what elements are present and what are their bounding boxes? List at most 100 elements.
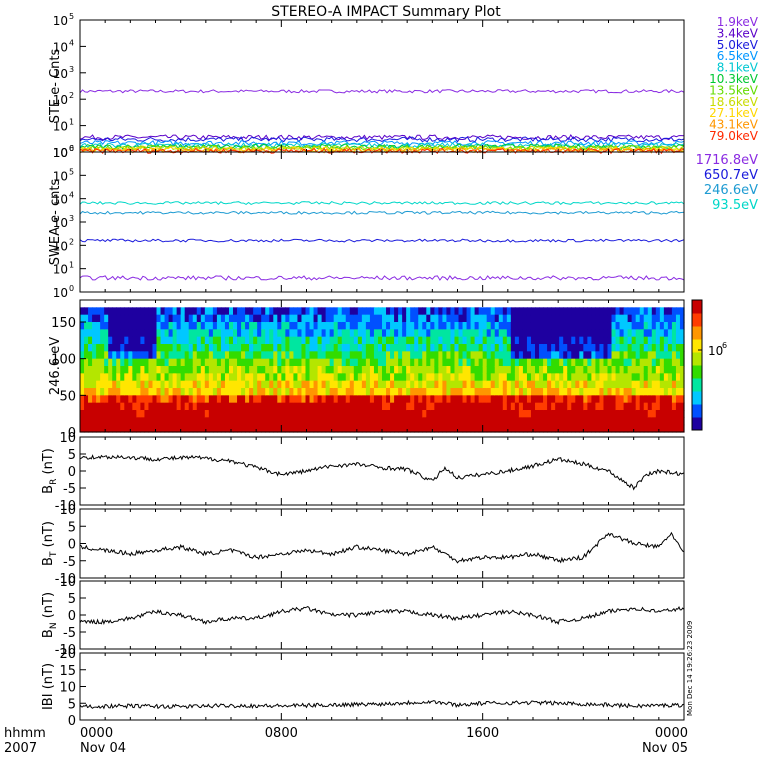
- heatmap-cell: [651, 395, 657, 404]
- heatmap-cell: [635, 344, 641, 352]
- heatmap-cell: [398, 322, 403, 330]
- heatmap-cell: [345, 358, 351, 367]
- heatmap-cell: [547, 314, 552, 323]
- heatmap-cell: [583, 395, 588, 404]
- y-axis-label: BT (nT): [41, 521, 59, 566]
- heatmap-cell: [559, 417, 564, 426]
- heatmap-cell: [651, 336, 657, 345]
- heatmap-cell: [192, 410, 198, 418]
- heatmap-cell: [422, 417, 427, 426]
- heatmap-cell: [635, 322, 641, 330]
- heatmap-cell: [321, 329, 327, 338]
- heatmap-cell: [216, 410, 222, 418]
- heatmap-cell: [317, 424, 323, 433]
- heatmap-cell: [498, 395, 504, 404]
- y-tick-label-base: 10: [53, 263, 68, 277]
- heatmap-cell: [587, 402, 592, 411]
- heatmap-cell: [196, 417, 202, 426]
- heatmap-cell: [128, 410, 133, 418]
- heatmap-cell: [446, 402, 452, 411]
- heatmap-cell: [305, 388, 311, 396]
- heatmap-cell: [365, 373, 371, 382]
- heatmap-cell: [482, 410, 488, 418]
- heatmap-cell: [575, 314, 580, 323]
- heatmap-cell: [510, 395, 516, 404]
- heatmap-cell: [663, 322, 669, 330]
- heatmap-cell: [160, 307, 166, 316]
- heatmap-cell: [422, 344, 427, 352]
- heatmap-cell: [104, 373, 109, 382]
- heatmap-cell: [144, 307, 150, 316]
- heatmap-cell: [289, 424, 295, 433]
- heatmap-cell: [579, 366, 584, 374]
- heatmap-cell: [265, 417, 270, 426]
- heatmap-cell: [241, 373, 246, 382]
- heatmap-cell: [220, 373, 226, 382]
- heatmap-cell: [156, 336, 162, 345]
- heatmap-cell: [506, 424, 512, 433]
- heatmap-cell: [297, 410, 303, 418]
- heatmap-cell: [188, 344, 194, 352]
- heatmap-cell: [490, 351, 496, 360]
- heatmap-cell: [514, 373, 520, 382]
- time-tick-date: Nov 05: [642, 741, 688, 756]
- heatmap-cell: [373, 388, 379, 396]
- heatmap-cell: [498, 380, 504, 389]
- heatmap-cell: [365, 358, 371, 367]
- heatmap-cell: [228, 417, 234, 426]
- heatmap-cell: [216, 424, 222, 433]
- heatmap-cell: [297, 366, 303, 374]
- heatmap-cell: [96, 307, 101, 316]
- heatmap-cell: [289, 358, 295, 367]
- heatmap-cell: [587, 417, 592, 426]
- heatmap-cell: [204, 358, 210, 367]
- heatmap-cell: [136, 329, 141, 338]
- heatmap-cell: [168, 388, 174, 396]
- heatmap-cell: [321, 344, 327, 352]
- heatmap-cell: [156, 358, 162, 367]
- heatmap-cell: [132, 410, 137, 418]
- heatmap-cell: [160, 358, 166, 367]
- heatmap-cell: [635, 417, 641, 426]
- heatmap-cell: [619, 388, 625, 396]
- heatmap-cell: [434, 402, 439, 411]
- heatmap-cell: [140, 314, 146, 323]
- heatmap-cell: [337, 358, 343, 367]
- heatmap-cell: [325, 329, 331, 338]
- heatmap-cell: [466, 424, 472, 433]
- heatmap-cell: [462, 410, 468, 418]
- heatmap-cell: [474, 314, 480, 323]
- heatmap-cell: [228, 402, 234, 411]
- heatmap-cell: [297, 388, 303, 396]
- heatmap-cell: [571, 410, 576, 418]
- heatmap-cell: [402, 417, 407, 426]
- y-tick-label: 0: [68, 609, 76, 624]
- heatmap-cell: [289, 417, 295, 426]
- heatmap-cell: [241, 344, 246, 352]
- heatmap-cell: [462, 344, 468, 352]
- heatmap-cell: [289, 322, 295, 330]
- heatmap-cell: [257, 307, 262, 316]
- heatmap-cell: [675, 358, 681, 367]
- heatmap-cell: [265, 314, 270, 323]
- heatmap-cell: [156, 373, 162, 382]
- heatmap-cell: [591, 314, 597, 323]
- heatmap-cell: [329, 322, 335, 330]
- heatmap-cell: [563, 410, 568, 418]
- heatmap-cell: [196, 351, 202, 360]
- heatmap-cell: [233, 329, 238, 338]
- heatmap-cell: [317, 336, 323, 345]
- heatmap-cell: [156, 329, 162, 338]
- heatmap-cell: [526, 336, 532, 345]
- heatmap-cell: [599, 402, 605, 411]
- heatmap-cell: [522, 410, 528, 418]
- heatmap-cell: [176, 366, 182, 374]
- heatmap-cell: [285, 395, 290, 404]
- heatmap-cell: [386, 336, 391, 345]
- heatmap-cell: [120, 351, 125, 360]
- heatmap-cell: [563, 307, 568, 316]
- heatmap-cell: [551, 395, 556, 404]
- heatmap-cell: [253, 351, 258, 360]
- heatmap-cell: [84, 417, 89, 426]
- heatmap-cell: [450, 395, 456, 404]
